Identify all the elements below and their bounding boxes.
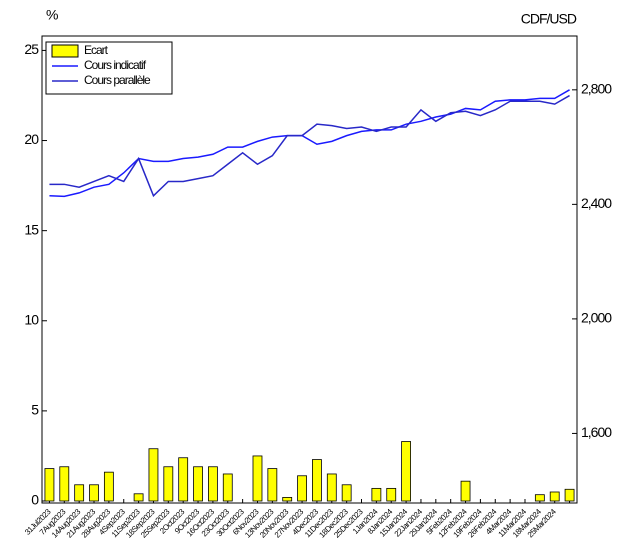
y-tick-label: 5 [31, 402, 39, 418]
bar [371, 487, 382, 502]
y2-tick-label: 2,400 [581, 195, 612, 211]
bar [341, 484, 352, 502]
bar [534, 494, 545, 502]
legend-swatch [51, 44, 79, 58]
y2-tick-label: 2,000 [581, 310, 612, 326]
bar [267, 468, 278, 502]
y2-axis-label: CDF/USD [521, 11, 577, 27]
bar [89, 484, 99, 502]
plot-frame [41, 35, 578, 504]
bar [103, 471, 114, 502]
bar [74, 484, 85, 502]
bar [133, 493, 144, 502]
legend-label: Cours parallèle [84, 73, 151, 87]
bar [44, 468, 55, 502]
bar [401, 441, 411, 502]
bar [59, 466, 70, 502]
bar [564, 488, 575, 502]
legend-label: Cours indicatif [84, 58, 147, 72]
y-axis-label: % [46, 7, 58, 23]
bar [549, 491, 560, 502]
bar [326, 473, 337, 502]
bar [222, 473, 233, 502]
bar [208, 466, 218, 502]
bar [386, 487, 397, 502]
bar [193, 466, 203, 502]
y-tick-label: 0 [31, 492, 39, 508]
bar [163, 466, 174, 502]
y-tick-label: 10 [24, 311, 39, 327]
y2-tick-label: 1,600 [581, 424, 612, 440]
y-tick-label: 15 [24, 221, 39, 237]
bar [252, 455, 263, 502]
line [49, 89, 570, 198]
bar [178, 457, 189, 502]
line [49, 94, 570, 198]
legend-label: Ecart [84, 43, 109, 57]
bar [148, 448, 159, 502]
bar [460, 480, 471, 502]
bar [282, 496, 293, 502]
y2-tick-label: 2,800 [581, 81, 612, 97]
y-tick-label: 20 [24, 131, 39, 147]
bar [312, 459, 322, 502]
bar [297, 475, 307, 502]
y-tick-label: 25 [24, 41, 39, 57]
